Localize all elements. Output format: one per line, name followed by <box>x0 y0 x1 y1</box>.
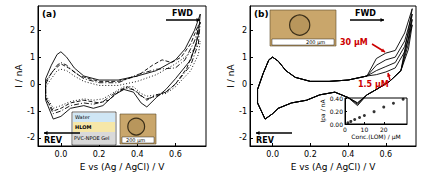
svg-text:0.20: 0.20 <box>330 108 344 115</box>
svg-text:-1: -1 <box>239 107 247 116</box>
svg-text:-2: -2 <box>239 133 247 142</box>
svg-text:-1: -1 <box>27 107 35 116</box>
svg-text:30 µM: 30 µM <box>340 38 368 47</box>
svg-text:FWD: FWD <box>172 9 193 18</box>
svg-text:2: 2 <box>242 26 247 35</box>
svg-text:PVC-NPOE Gel: PVC-NPOE Gel <box>74 135 110 141</box>
svg-text:0: 0 <box>30 80 35 89</box>
svg-text:0: 0 <box>242 80 247 89</box>
svg-text:0.2: 0.2 <box>93 150 106 159</box>
svg-text:10: 10 <box>361 126 369 133</box>
svg-text:0.0: 0.0 <box>55 150 68 159</box>
svg-text:0.0: 0.0 <box>266 150 279 159</box>
svg-text:HLOM: HLOM <box>75 124 91 130</box>
svg-text:0.4: 0.4 <box>131 150 144 159</box>
svg-text:0.6: 0.6 <box>379 150 392 159</box>
svg-text:200 µm: 200 µm <box>126 137 145 144</box>
svg-text:0.2: 0.2 <box>304 150 317 159</box>
svg-text:(b): (b) <box>254 9 269 19</box>
svg-text:REV: REV <box>256 136 275 145</box>
svg-text:I / nA: I / nA <box>14 64 24 88</box>
svg-text:200 µm: 200 µm <box>306 39 325 46</box>
svg-text:-2: -2 <box>27 133 35 142</box>
svg-text:20: 20 <box>380 126 388 133</box>
svg-text:0.6: 0.6 <box>169 150 182 159</box>
svg-text:E vs (Ag / AgCl) / V: E vs (Ag / AgCl) / V <box>291 162 376 172</box>
svg-text:0.4: 0.4 <box>342 150 355 159</box>
svg-text:E vs (Ag / AgCl) / V: E vs (Ag / AgCl) / V <box>80 162 165 172</box>
svg-text:2: 2 <box>30 26 35 35</box>
svg-text:REV: REV <box>44 136 63 145</box>
svg-text:0.00: 0.00 <box>330 121 344 128</box>
svg-text:1.5 µM: 1.5 µM <box>358 80 389 89</box>
svg-text:Ipa / nA: Ipa / nA <box>319 99 327 123</box>
svg-text:(a): (a) <box>42 9 56 19</box>
svg-text:0.40: 0.40 <box>330 95 344 102</box>
svg-text:Conc.(LOM) / µM: Conc.(LOM) / µM <box>351 133 400 141</box>
svg-text:Water: Water <box>75 114 91 120</box>
svg-text:1: 1 <box>30 53 35 62</box>
svg-text:I / nA: I / nA <box>226 64 236 88</box>
svg-text:0: 0 <box>343 126 347 133</box>
svg-text:FWD: FWD <box>355 9 376 18</box>
svg-text:1: 1 <box>242 53 247 62</box>
